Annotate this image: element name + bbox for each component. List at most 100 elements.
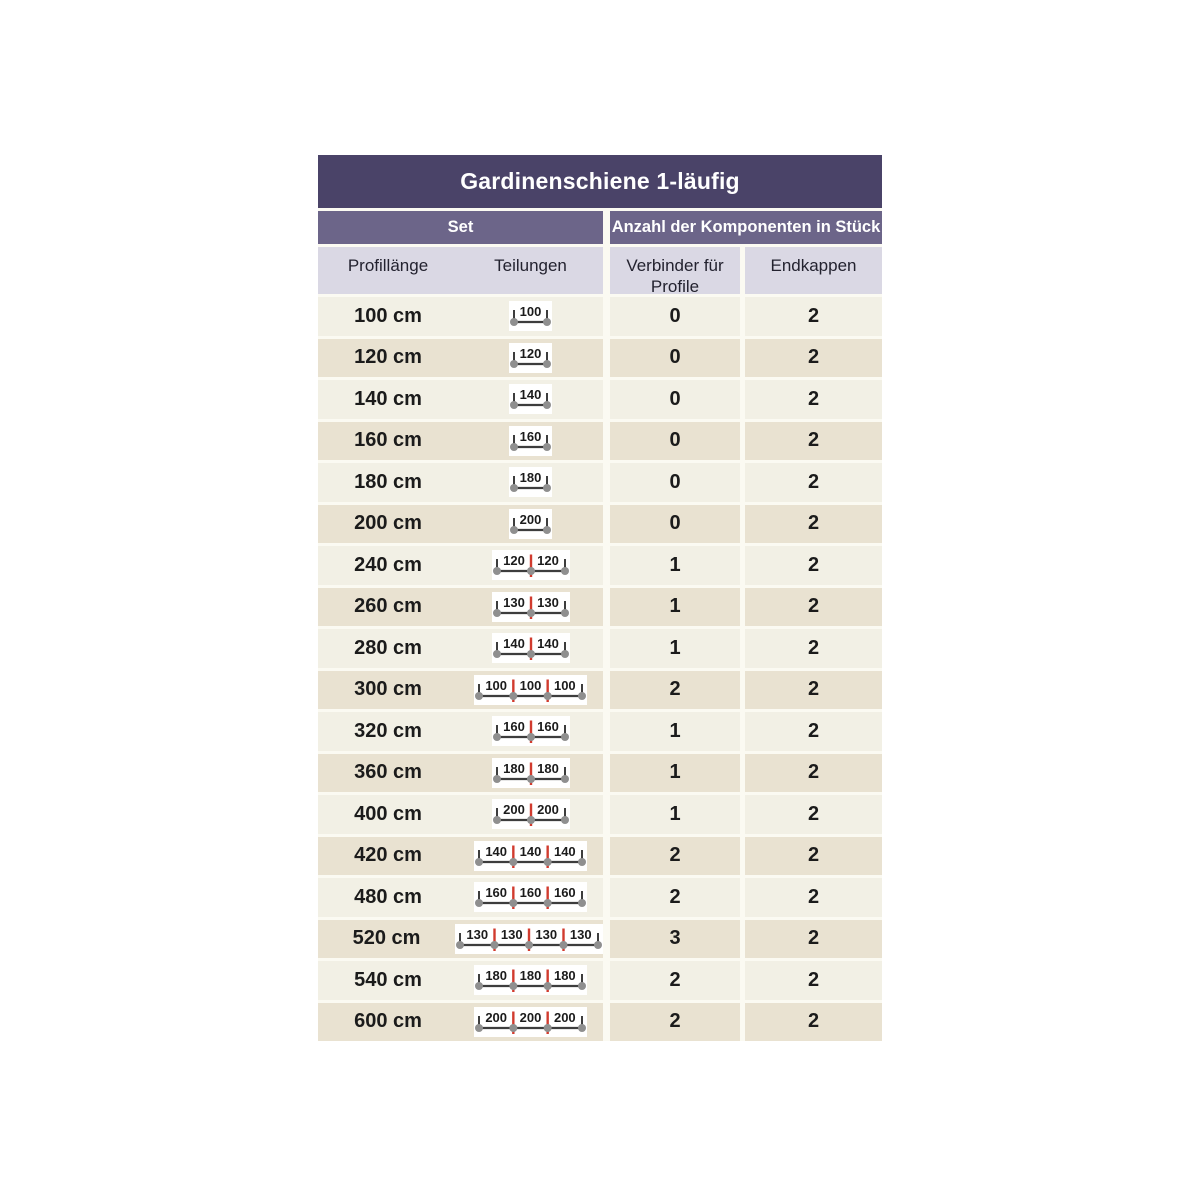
endkappen-value: 2 xyxy=(745,338,882,377)
teilungen-cell: 130 130 xyxy=(458,591,603,622)
svg-text:140: 140 xyxy=(503,636,525,651)
teilungen-rail-diagram: 160 xyxy=(509,425,552,456)
set-cell: 300 cm 100 100 100 xyxy=(318,670,603,709)
group-header-set: Set xyxy=(318,211,603,244)
teilungen-cell: 180 xyxy=(458,467,603,498)
profillaenge-value: 400 cm xyxy=(354,802,422,825)
profillaenge-value: 140 cm xyxy=(354,387,422,410)
svg-text:130: 130 xyxy=(570,927,592,942)
svg-text:200: 200 xyxy=(537,802,559,817)
svg-text:160: 160 xyxy=(503,719,525,734)
svg-text:130: 130 xyxy=(503,595,525,610)
profillaenge-value: 480 cm xyxy=(354,885,422,908)
profillaenge-value: 240 cm xyxy=(354,553,422,576)
teilungen-rail-diagram: 180 180 180 xyxy=(474,965,587,996)
endkappen-value: 2 xyxy=(745,380,882,419)
teilungen-rail-diagram: 140 xyxy=(509,384,552,415)
table-row: 300 cm 100 100 100 2 2 xyxy=(318,670,882,709)
group-header-components: Anzahl der Komponenten in Stück xyxy=(610,211,882,244)
set-cell: 200 cm 200 xyxy=(318,504,603,543)
column-header-set-group: Profillänge Teilungen xyxy=(318,247,603,294)
table-row: 100 cm 100 0 2 xyxy=(318,297,882,336)
verbinder-value: 1 xyxy=(610,795,740,834)
teilungen-rail-diagram: 130 130 130 130 xyxy=(455,923,603,954)
profillaenge-value: 120 cm xyxy=(354,346,422,369)
svg-text:100: 100 xyxy=(554,678,576,693)
svg-text:130: 130 xyxy=(537,595,559,610)
verbinder-value: 0 xyxy=(610,297,740,336)
endkappen-value: 2 xyxy=(745,629,882,668)
set-cell: 520 cm 130 130 130 130 xyxy=(318,919,603,958)
teilungen-cell: 180 180 xyxy=(458,757,603,788)
table-row: 360 cm 180 180 1 2 xyxy=(318,753,882,792)
svg-text:130: 130 xyxy=(501,927,523,942)
endkappen-value: 2 xyxy=(745,297,882,336)
teilungen-cell: 100 100 100 xyxy=(458,674,603,705)
set-cell: 400 cm 200 200 xyxy=(318,795,603,834)
endkappen-value: 2 xyxy=(745,753,882,792)
table-row: 160 cm 160 0 2 xyxy=(318,421,882,460)
endkappen-value: 2 xyxy=(745,670,882,709)
teilungen-rail-diagram: 180 xyxy=(509,467,552,498)
verbinder-value: 0 xyxy=(610,338,740,377)
teilungen-cell: 120 120 xyxy=(458,550,603,581)
svg-text:160: 160 xyxy=(554,885,576,900)
verbinder-value: 1 xyxy=(610,753,740,792)
verbinder-value: 2 xyxy=(610,1002,740,1041)
endkappen-value: 2 xyxy=(745,961,882,1000)
teilungen-cell: 180 180 180 xyxy=(458,965,603,996)
profillaenge-value: 280 cm xyxy=(354,636,422,659)
endkappen-value: 2 xyxy=(745,878,882,917)
profillaenge-value: 100 cm xyxy=(354,304,422,327)
svg-text:120: 120 xyxy=(537,553,559,568)
profillaenge-value: 540 cm xyxy=(354,968,422,991)
verbinder-value: 2 xyxy=(610,836,740,875)
verbinder-value: 3 xyxy=(610,919,740,958)
svg-text:130: 130 xyxy=(535,927,557,942)
column-header-profillaenge: Profillänge xyxy=(347,256,429,275)
profillaenge-value: 260 cm xyxy=(354,595,422,618)
teilungen-rail-diagram: 100 100 100 xyxy=(474,674,587,705)
endkappen-value: 2 xyxy=(745,546,882,585)
svg-text:200: 200 xyxy=(520,1010,542,1025)
endkappen-value: 2 xyxy=(745,836,882,875)
teilungen-rail-diagram: 200 200 xyxy=(491,799,570,830)
verbinder-value: 1 xyxy=(610,546,740,585)
svg-text:160: 160 xyxy=(485,885,507,900)
column-header-verbinder: Verbinder für Profile xyxy=(610,247,740,296)
endkappen-value: 2 xyxy=(745,919,882,958)
teilungen-cell: 200 xyxy=(458,508,603,539)
teilungen-cell: 130 130 130 130 xyxy=(455,923,603,954)
verbinder-value: 1 xyxy=(610,587,740,626)
table-row: 540 cm 180 180 180 2 2 xyxy=(318,961,882,1000)
table-row: 260 cm 130 130 1 2 xyxy=(318,587,882,626)
gardinenschiene-table: Gardinenschiene 1-läufig Set Anzahl der … xyxy=(318,155,882,1041)
teilungen-cell: 160 160 xyxy=(458,716,603,747)
profillaenge-value: 300 cm xyxy=(354,678,422,701)
profillaenge-value: 600 cm xyxy=(354,1010,422,1033)
teilungen-rail-diagram: 160 160 160 xyxy=(474,882,587,913)
teilungen-cell: 160 xyxy=(458,425,603,456)
svg-text:200: 200 xyxy=(485,1010,507,1025)
set-cell: 420 cm 140 140 140 xyxy=(318,836,603,875)
profillaenge-value: 200 cm xyxy=(354,512,422,535)
verbinder-value: 2 xyxy=(610,878,740,917)
group-header-set-label: Set xyxy=(447,218,474,236)
svg-text:200: 200 xyxy=(554,1010,576,1025)
svg-text:160: 160 xyxy=(520,885,542,900)
table-title-bar: Gardinenschiene 1-läufig xyxy=(318,155,882,208)
set-cell: 240 cm 120 120 xyxy=(318,546,603,585)
teilungen-rail-diagram: 200 200 200 xyxy=(474,1006,587,1037)
table-row: 140 cm 140 0 2 xyxy=(318,380,882,419)
svg-text:140: 140 xyxy=(485,844,507,859)
profillaenge-value: 420 cm xyxy=(354,844,422,867)
verbinder-value: 1 xyxy=(610,712,740,751)
set-cell: 360 cm 180 180 xyxy=(318,753,603,792)
profillaenge-value: 180 cm xyxy=(354,470,422,493)
profillaenge-value: 360 cm xyxy=(354,761,422,784)
set-cell: 180 cm 180 xyxy=(318,463,603,502)
svg-text:160: 160 xyxy=(537,719,559,734)
set-cell: 100 cm 100 xyxy=(318,297,603,336)
teilungen-cell: 140 xyxy=(458,384,603,415)
table-row: 480 cm 160 160 160 2 2 xyxy=(318,878,882,917)
